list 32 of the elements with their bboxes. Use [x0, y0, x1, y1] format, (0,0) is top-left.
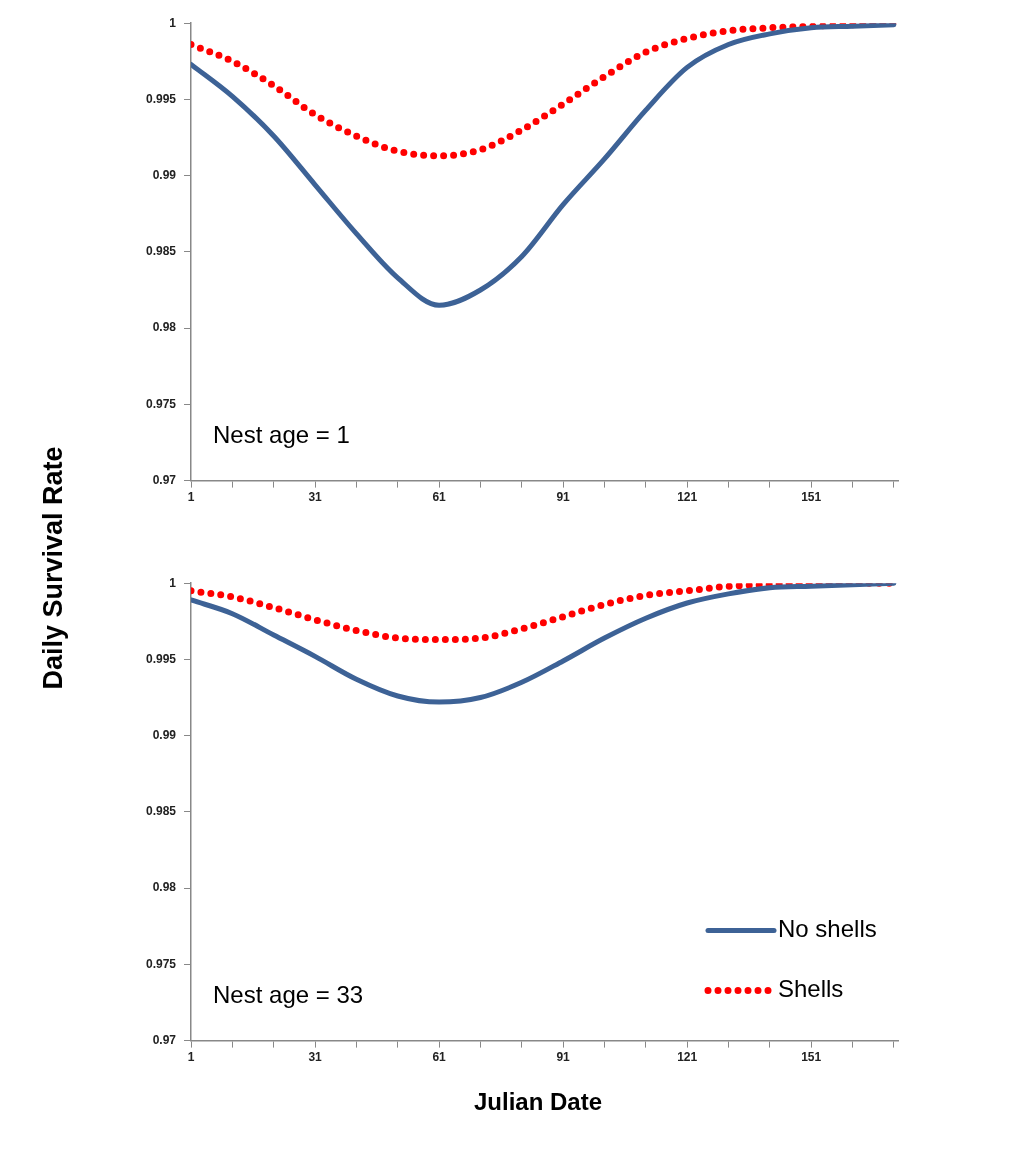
annotation: Nest age = 1: [213, 420, 350, 448]
x-tick-label: 91: [556, 490, 571, 505]
y-axis-title: Daily Survival Rate: [37, 446, 69, 690]
y-tick-label: 0.99: [152, 167, 177, 182]
x-tick-label: 91: [556, 1050, 571, 1065]
x-axis-title: Julian Date: [472, 1087, 603, 1116]
annotation: Nest age = 33: [213, 980, 364, 1008]
x-tick-label: 151: [801, 1050, 822, 1065]
y-tick-label: 0.98: [152, 880, 177, 895]
y-tick-label: 0.985: [146, 804, 177, 819]
x-tick-label: 121: [677, 490, 698, 505]
y-tick-label: 0.97: [152, 1032, 177, 1047]
y-tick-label: 1: [169, 15, 177, 30]
x-tick-label: 31: [308, 490, 323, 505]
y-tick-label: 0.995: [146, 91, 177, 106]
x-tick-label: 61: [432, 1050, 447, 1065]
legend-label: Shells: [778, 975, 844, 1003]
x-tick-label: 61: [432, 490, 447, 505]
y-tick-label: 0.995: [146, 651, 177, 666]
legend-label: No shells: [778, 915, 877, 943]
y-tick-label: 0.975: [146, 396, 177, 411]
x-tick-label: 1: [187, 1050, 195, 1065]
y-tick-label: 0.99: [152, 727, 177, 742]
y-tick-label: 1: [169, 575, 177, 590]
y-tick-label: 0.985: [146, 244, 177, 259]
x-tick-label: 151: [801, 490, 822, 505]
y-tick-label: 0.98: [152, 320, 177, 335]
x-tick-label: 121: [677, 1050, 698, 1065]
y-tick-label: 0.97: [152, 472, 177, 487]
y-tick-label: 0.975: [146, 956, 177, 971]
x-tick-label: 31: [308, 1050, 323, 1065]
x-tick-label: 1: [187, 490, 195, 505]
